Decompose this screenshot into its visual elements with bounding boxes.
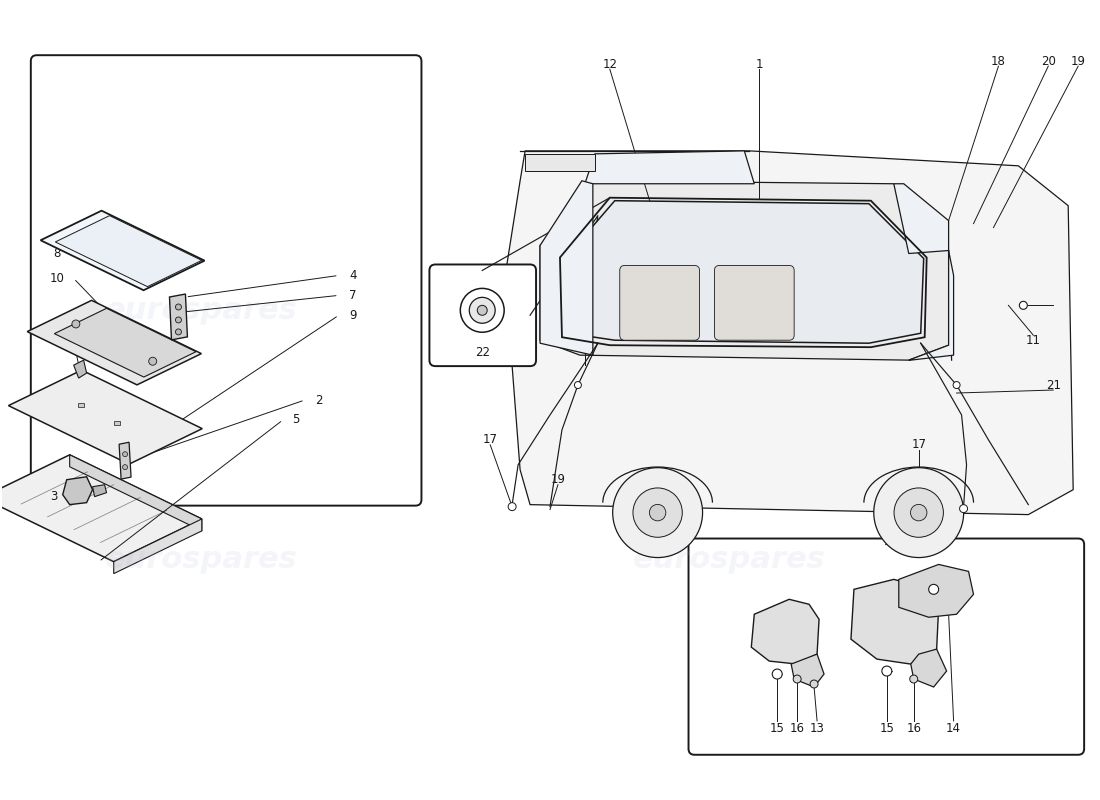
Circle shape — [122, 465, 128, 470]
Polygon shape — [55, 216, 201, 286]
Text: 17: 17 — [483, 434, 497, 446]
Text: 21: 21 — [1046, 378, 1060, 391]
Circle shape — [882, 666, 892, 676]
Circle shape — [959, 505, 968, 513]
Text: 17: 17 — [911, 438, 926, 451]
FancyBboxPatch shape — [619, 266, 700, 340]
Polygon shape — [894, 184, 948, 254]
Circle shape — [894, 488, 944, 538]
Polygon shape — [791, 654, 824, 687]
Circle shape — [632, 488, 682, 538]
Text: 9: 9 — [349, 309, 356, 322]
Polygon shape — [28, 300, 201, 385]
Polygon shape — [540, 181, 948, 360]
FancyBboxPatch shape — [429, 265, 536, 366]
Text: 14: 14 — [946, 722, 961, 735]
Text: 8: 8 — [53, 247, 60, 260]
Polygon shape — [9, 370, 202, 464]
Circle shape — [148, 358, 156, 366]
Text: 12: 12 — [603, 58, 617, 70]
Text: 16: 16 — [790, 722, 804, 735]
Text: 16: 16 — [906, 722, 921, 735]
Text: 2: 2 — [315, 394, 322, 406]
Polygon shape — [851, 579, 938, 664]
Text: 1: 1 — [756, 58, 763, 70]
Text: eurospares: eurospares — [104, 545, 298, 574]
Circle shape — [72, 320, 80, 328]
Text: 15: 15 — [879, 722, 894, 735]
Polygon shape — [41, 210, 205, 290]
Circle shape — [649, 504, 666, 521]
Polygon shape — [78, 403, 85, 407]
Text: 22: 22 — [475, 346, 490, 358]
Circle shape — [176, 329, 182, 335]
Text: eurospares: eurospares — [104, 296, 298, 325]
Polygon shape — [69, 455, 201, 531]
Text: eurospares: eurospares — [632, 545, 826, 574]
Circle shape — [574, 382, 582, 389]
Text: 4: 4 — [349, 269, 356, 282]
Text: 7: 7 — [349, 289, 356, 302]
Polygon shape — [169, 294, 187, 340]
Circle shape — [176, 304, 182, 310]
Circle shape — [793, 675, 801, 683]
Circle shape — [460, 288, 504, 332]
Text: 11: 11 — [1026, 334, 1041, 346]
Text: 15: 15 — [770, 722, 784, 735]
Polygon shape — [114, 421, 120, 425]
Circle shape — [1020, 302, 1027, 310]
Text: 18: 18 — [991, 54, 1005, 68]
Polygon shape — [92, 485, 107, 497]
Text: 5: 5 — [293, 414, 299, 426]
Circle shape — [910, 675, 917, 683]
Polygon shape — [585, 151, 755, 184]
Polygon shape — [63, 477, 92, 505]
Text: 6: 6 — [53, 324, 60, 337]
Polygon shape — [899, 565, 974, 618]
Polygon shape — [74, 360, 87, 378]
Polygon shape — [909, 250, 954, 360]
Polygon shape — [119, 442, 131, 479]
Polygon shape — [540, 181, 593, 355]
Text: 3: 3 — [50, 490, 57, 503]
Circle shape — [477, 306, 487, 315]
Polygon shape — [525, 154, 595, 170]
Polygon shape — [751, 599, 820, 664]
Text: 10: 10 — [50, 272, 64, 285]
Polygon shape — [911, 649, 947, 687]
Polygon shape — [565, 201, 924, 343]
Text: eurospares: eurospares — [632, 306, 826, 334]
Polygon shape — [0, 455, 201, 562]
Text: 20: 20 — [1041, 54, 1056, 68]
Circle shape — [928, 584, 938, 594]
Circle shape — [470, 298, 495, 323]
Polygon shape — [113, 519, 201, 574]
Text: 19: 19 — [550, 474, 565, 486]
Circle shape — [176, 317, 182, 323]
Polygon shape — [505, 151, 1074, 514]
Circle shape — [508, 502, 516, 510]
Polygon shape — [54, 308, 196, 377]
Circle shape — [911, 504, 927, 521]
Circle shape — [613, 468, 703, 558]
Circle shape — [772, 669, 782, 679]
Circle shape — [953, 382, 960, 389]
Text: 13: 13 — [810, 722, 825, 735]
Circle shape — [873, 468, 964, 558]
Text: 19: 19 — [1070, 54, 1086, 68]
FancyBboxPatch shape — [31, 55, 421, 506]
Circle shape — [810, 680, 818, 688]
FancyBboxPatch shape — [689, 538, 1085, 754]
FancyBboxPatch shape — [714, 266, 794, 340]
Circle shape — [122, 452, 128, 457]
